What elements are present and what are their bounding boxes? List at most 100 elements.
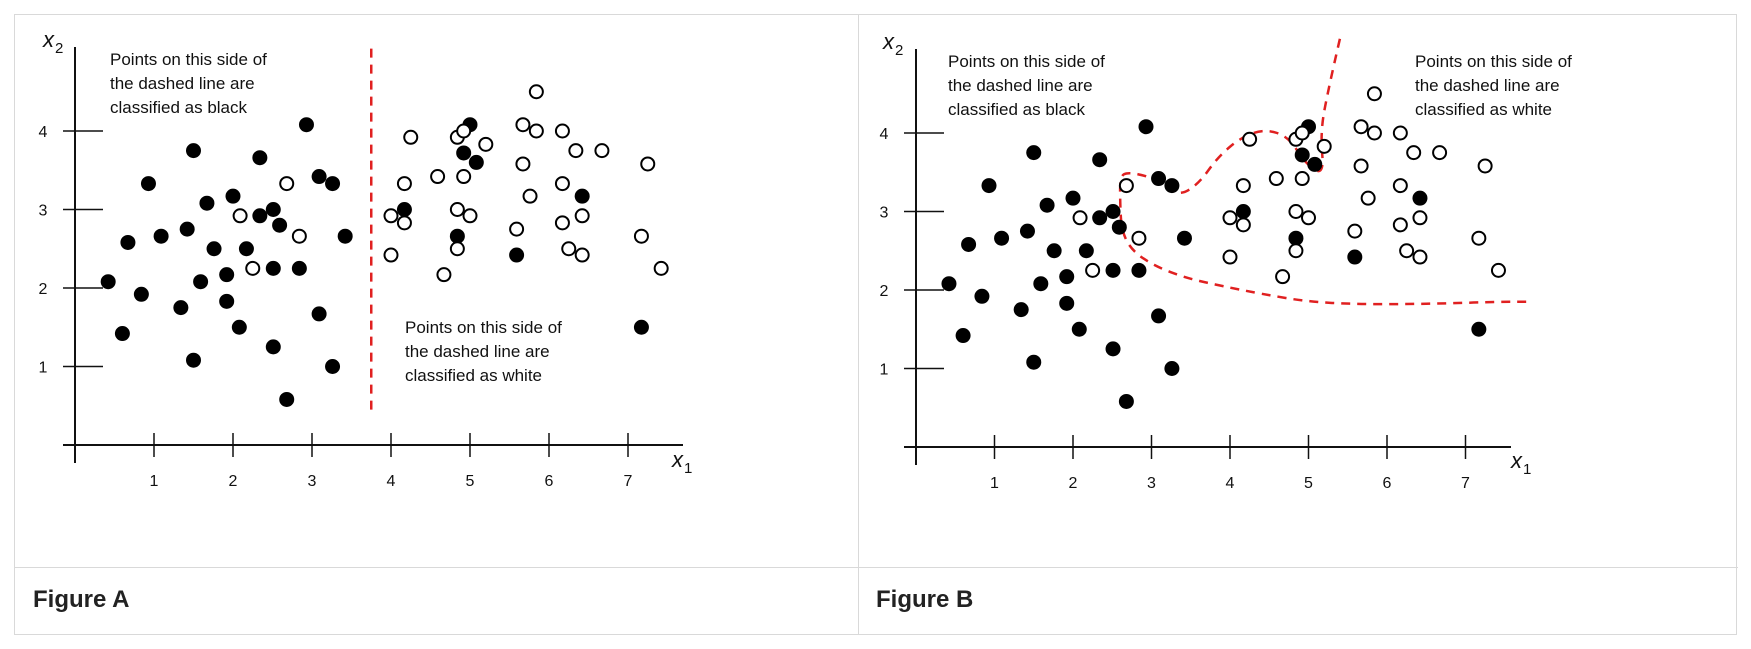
black-point [206,241,222,257]
annotation-text: the dashed line are [948,76,1093,95]
annotation-text: the dashed line are [110,74,255,93]
white-point [232,208,248,224]
white-point [1399,243,1415,259]
black-point [633,319,649,335]
white-point [1490,262,1506,278]
x-tick-label: 3 [308,473,317,490]
decision-boundary-curve [1118,38,1533,306]
black-point [272,217,288,233]
black-point [468,154,484,170]
black-point [100,274,116,290]
black-point [219,267,235,283]
black-point [1412,190,1428,206]
x-tick-label: 4 [1226,475,1235,492]
white-point [1242,131,1258,147]
white-point [574,247,590,263]
white-point [1222,249,1238,265]
black-point [252,208,268,224]
black-point [186,143,201,159]
x-tick-label: 7 [624,473,633,490]
white-point [1316,138,1332,154]
white-point [478,136,494,152]
white-point [430,169,446,185]
black-point [1071,321,1087,337]
y-tick-label: 1 [880,362,889,379]
white-point [522,188,538,204]
white-point [462,208,478,224]
black-point [1235,204,1251,219]
black-point [1347,249,1363,265]
white-point [528,84,544,100]
black-point [1092,152,1108,168]
black-point [1111,219,1127,235]
black-point [153,228,169,244]
white-point [1301,210,1316,226]
black-point [193,274,209,290]
white-point [1118,178,1134,194]
black-point [325,176,341,192]
white-point [403,129,419,145]
black-point [186,352,201,368]
white-point [515,117,531,133]
black-point [279,391,295,407]
white-point [383,208,399,224]
black-point [225,188,241,204]
black-point [1151,171,1167,187]
white-point [1235,217,1251,233]
x-tick-label: 3 [1147,475,1156,492]
black-point [231,319,247,335]
black-point [1013,302,1029,318]
black-point [1294,147,1310,163]
black-point [120,234,136,250]
y-axis-label-subscript: 2 [895,42,903,59]
black-point [1164,178,1180,194]
black-point [1288,230,1304,246]
y-tick-label: 3 [880,205,889,222]
white-point [1347,223,1363,239]
annotation-text: classified as white [1415,100,1552,119]
black-point [974,288,990,304]
y-tick-label: 2 [880,283,889,300]
white-point [456,169,472,185]
black-point [1078,243,1094,259]
white-point [1432,145,1448,161]
black-point [994,230,1010,246]
white-point [383,247,399,263]
x-axis-label: x [1510,448,1523,473]
x-tick-label: 1 [990,475,999,492]
annotation-text: classified as white [405,366,542,385]
figure-frame: 1 2 3 4 5 6 7 1 2 3 4 x 2 x 1 Points on this side of the… [14,14,1738,635]
white-point [1235,178,1251,194]
figure-a-plot-area: 1 2 3 4 5 6 7 1 2 3 4 x 2 x 1 Points on this side of the… [15,15,858,568]
black-point [133,286,149,302]
black-point [456,145,472,161]
black-point [140,176,156,192]
black-point [325,359,341,374]
white-point [1288,243,1304,259]
annotation-text: Points on this side of [1415,52,1572,71]
black-point [1151,308,1167,324]
x-tick-label: 2 [229,473,238,490]
white-point [554,123,570,139]
black-point [1065,190,1081,206]
white-point [568,143,584,159]
white-point [245,260,261,276]
white-point [653,260,669,276]
y-tick-label: 1 [39,360,48,377]
white-point [640,156,656,172]
white-point [1366,86,1382,102]
black-point [1026,354,1042,370]
x-tick-label: 7 [1461,475,1470,492]
white-point [1288,204,1304,219]
black-point [252,150,268,166]
x-tick-label: 1 [150,473,159,490]
y-tick-label: 2 [39,281,48,298]
black-point [173,300,189,316]
white-point [1275,269,1291,285]
figure-a-caption: Figure A [33,586,130,613]
x-tick-label: 6 [1383,475,1392,492]
white-point [509,221,525,237]
annotation-text: Points on this side of [110,50,267,69]
black-point [1039,197,1055,213]
